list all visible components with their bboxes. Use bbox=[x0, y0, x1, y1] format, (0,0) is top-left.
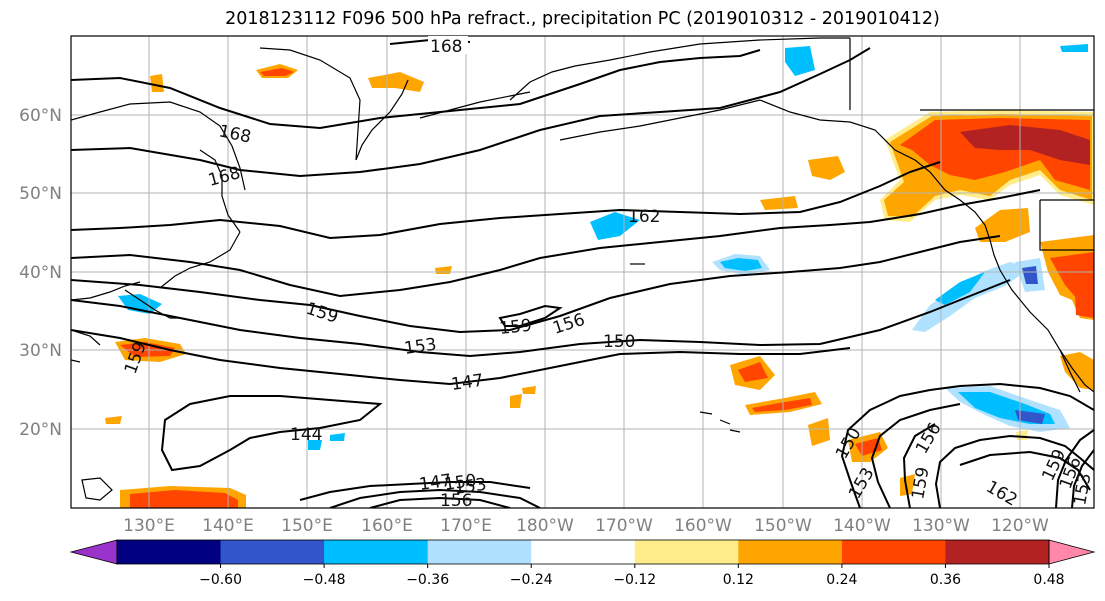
lon-label: 180°W bbox=[516, 516, 574, 536]
contour-label: 162 bbox=[628, 207, 660, 227]
contour-label: 153 bbox=[453, 475, 488, 499]
colorbar-swatch bbox=[945, 540, 1050, 564]
colorbar-label: −0.36 bbox=[406, 572, 449, 588]
colorbar-label: −0.48 bbox=[303, 572, 346, 588]
contour-label: 150 bbox=[443, 471, 478, 495]
colorbar-outline bbox=[116, 539, 1050, 565]
colorbar-swatch bbox=[531, 540, 636, 564]
colorbar-label: 0.48 bbox=[1033, 572, 1064, 588]
lon-label: 170°W bbox=[595, 516, 653, 536]
colorbar-swatch bbox=[117, 540, 222, 564]
contour-label: 144 bbox=[290, 425, 322, 445]
map-border bbox=[70, 35, 1095, 509]
contour-label: 159 bbox=[498, 316, 532, 339]
contour-label: 147 bbox=[418, 471, 453, 495]
lon-label: 130°E bbox=[123, 516, 175, 536]
contour-label: 147 bbox=[450, 371, 485, 395]
colorbar-swatch bbox=[220, 540, 325, 564]
lon-label: 170°E bbox=[440, 516, 492, 536]
map-title: 2018123112 F096 500 hPa refract., precip… bbox=[225, 9, 940, 29]
contour-labels: 168 168 168 162 159 159 156 153 150 147 … bbox=[121, 36, 1096, 511]
lon-label: 120°W bbox=[991, 516, 1049, 536]
lon-label: 130°W bbox=[912, 516, 970, 536]
lon-labels: 130°E 140°E 150°E 160°E 170°E 180°W 170°… bbox=[123, 516, 1049, 536]
lat-labels: 60°N 50°N 40°N 30°N 20°N bbox=[19, 106, 62, 440]
colorbar-swatch bbox=[738, 540, 843, 564]
colorbar-extend-left bbox=[69, 539, 118, 565]
lat-label: 40°N bbox=[19, 263, 62, 283]
colorbar-swatch bbox=[634, 540, 739, 564]
lat-label: 50°N bbox=[19, 184, 62, 204]
coastlines bbox=[71, 37, 1094, 501]
colorbar-extend-right bbox=[1048, 539, 1096, 565]
lon-label: 150°E bbox=[281, 516, 333, 536]
contour-label: 150 bbox=[603, 332, 635, 352]
contour-label-bg bbox=[428, 36, 468, 54]
contour-label: 153 bbox=[403, 335, 438, 359]
colorbar: −0.60 −0.48 −0.36 −0.24 −0.12 0.12 0.24 0.36 0.4… bbox=[69, 539, 1096, 588]
lat-label: 20°N bbox=[19, 420, 62, 440]
contour-label: 168 bbox=[430, 37, 462, 57]
colorbar-label: 0.36 bbox=[930, 572, 961, 588]
lon-label: 160°E bbox=[361, 516, 413, 536]
lon-label: 150°W bbox=[754, 516, 812, 536]
contour-label: 156 bbox=[440, 491, 472, 511]
colorbar-label: −0.12 bbox=[613, 572, 656, 588]
colorbar-swatch bbox=[324, 540, 429, 564]
refractivity-contours bbox=[71, 38, 1094, 508]
colorbar-swatch bbox=[427, 540, 532, 564]
colorbar-label: −0.24 bbox=[510, 572, 553, 588]
lon-label: 140°E bbox=[202, 516, 254, 536]
lat-label: 30°N bbox=[19, 341, 62, 361]
lat-label: 60°N bbox=[19, 106, 62, 126]
colorbar-swatch bbox=[841, 540, 946, 564]
colorbar-label: −0.60 bbox=[199, 572, 242, 588]
colorbar-label: 0.12 bbox=[723, 572, 754, 588]
lon-label: 140°W bbox=[833, 516, 891, 536]
colorbar-label: 0.24 bbox=[826, 572, 857, 588]
lon-label: 160°W bbox=[674, 516, 732, 536]
